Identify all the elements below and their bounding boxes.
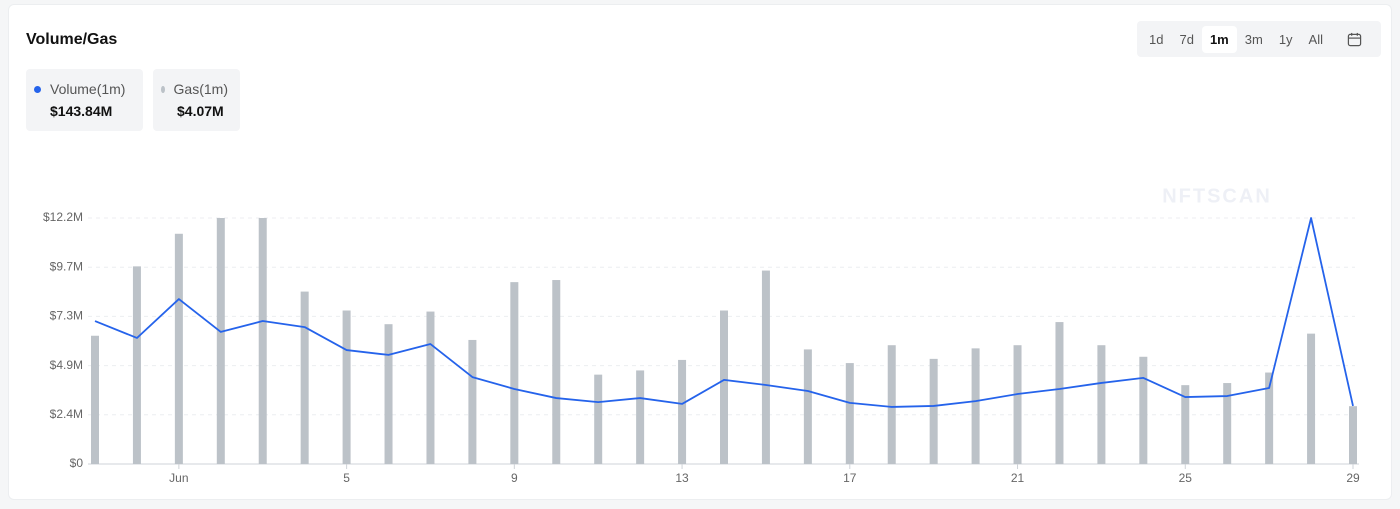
summary-item[interactable]: Gas(1m) $4.07M xyxy=(153,69,240,131)
bar xyxy=(1223,383,1232,464)
summary-value: $4.07M xyxy=(177,103,224,119)
bar xyxy=(761,270,770,464)
x-tick-label: Jun xyxy=(169,471,188,485)
bar xyxy=(971,348,980,464)
bar xyxy=(1139,356,1148,464)
y-tick-label: $9.7M xyxy=(50,259,83,273)
bar xyxy=(594,374,603,464)
bar xyxy=(552,280,561,464)
legend-dot xyxy=(34,85,41,93)
range-button[interactable]: 3m xyxy=(1244,31,1263,47)
bar xyxy=(1013,345,1022,464)
watermark: NFTSCAN xyxy=(1162,185,1272,207)
y-tick-label: $12.2M xyxy=(43,210,83,224)
bar xyxy=(887,345,896,464)
bar xyxy=(258,218,267,464)
bar xyxy=(678,359,687,464)
card: Volume/Gas 1d 7d 1m 3m 1y All Volume(1m) $143.… xyxy=(8,4,1392,500)
summary-label-text: Volume(1m) xyxy=(50,81,126,97)
bar xyxy=(1307,333,1316,464)
bar xyxy=(510,282,519,464)
legend-dot xyxy=(161,85,165,93)
x-tick-label: 9 xyxy=(511,471,518,485)
card-title: Volume/Gas xyxy=(26,31,118,48)
summary-label: Volume(1m) xyxy=(34,81,131,97)
y-tick-label: $4.9M xyxy=(50,358,83,372)
bar xyxy=(636,370,645,464)
bar xyxy=(384,324,393,464)
x-tick-label: 29 xyxy=(1346,471,1360,485)
x-tick-label: 17 xyxy=(843,471,857,485)
summary-label-text: Gas(1m) xyxy=(173,81,228,97)
range-selector: 1d 7d 1m 3m 1y All xyxy=(1137,21,1381,57)
x-tick-label: 25 xyxy=(1179,471,1193,485)
bar xyxy=(216,218,225,464)
bar xyxy=(1265,372,1274,464)
bar xyxy=(426,311,435,464)
x-tick-label: 21 xyxy=(1011,471,1025,485)
bar xyxy=(845,363,854,464)
calendar-button[interactable] xyxy=(1331,19,1377,59)
summary-item[interactable]: Volume(1m) $143.84M xyxy=(26,69,143,131)
bar xyxy=(1181,385,1190,464)
bar xyxy=(342,310,351,464)
y-tick-label: $2.4M xyxy=(50,407,83,421)
y-tick-label: $0 xyxy=(70,456,84,470)
bar xyxy=(174,233,183,464)
bar xyxy=(132,266,141,464)
bar xyxy=(1097,345,1106,464)
range-button[interactable]: All xyxy=(1308,31,1323,47)
bar xyxy=(720,310,728,464)
bar xyxy=(929,358,938,464)
summary-label: Gas(1m) xyxy=(161,81,228,97)
range-button[interactable]: 7d xyxy=(1179,31,1194,47)
bar xyxy=(803,349,812,464)
bar xyxy=(468,339,477,464)
range-button[interactable]: 1d xyxy=(1149,31,1164,47)
summary-value: $143.84M xyxy=(50,103,113,119)
bar xyxy=(300,291,309,464)
x-tick-label: 5 xyxy=(343,471,350,485)
bar xyxy=(1349,406,1357,464)
bar xyxy=(1055,322,1064,464)
range-button[interactable]: 1y xyxy=(1278,31,1293,47)
range-button[interactable]: 1m xyxy=(1201,25,1237,53)
calendar-icon xyxy=(1347,32,1361,46)
volume-line xyxy=(94,217,1354,408)
bar xyxy=(91,335,99,464)
x-tick-label: 13 xyxy=(675,471,689,485)
y-tick-label: $7.3M xyxy=(50,309,83,323)
